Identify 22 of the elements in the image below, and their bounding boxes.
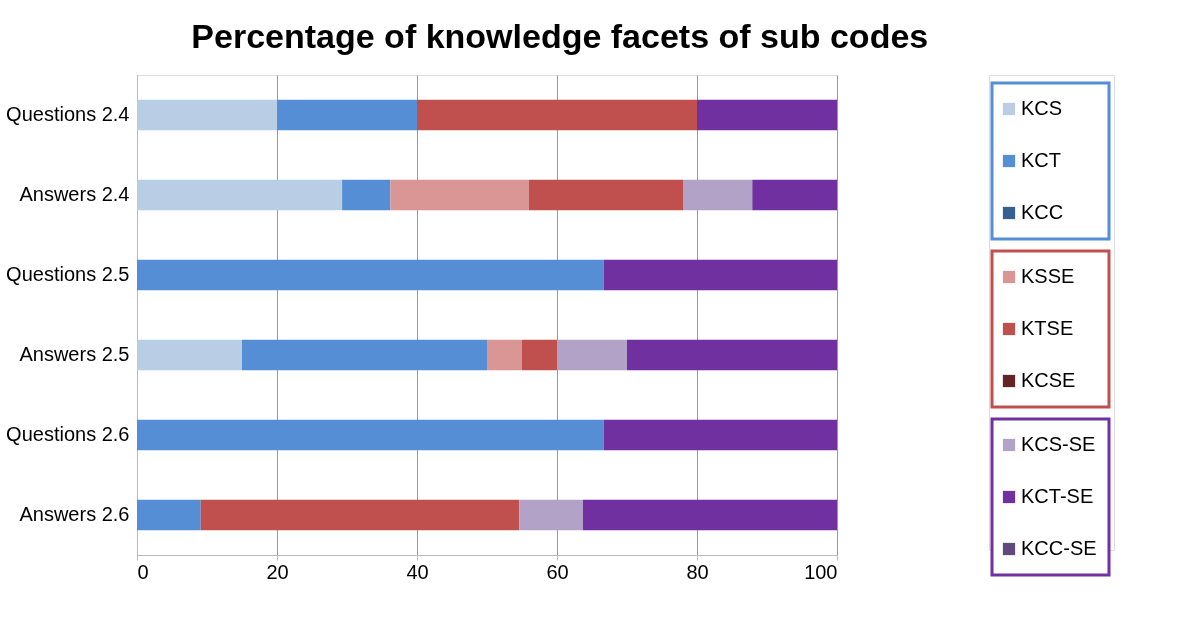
- legend-label: KCS: [1021, 97, 1063, 119]
- x-tick-label: 100: [804, 560, 838, 583]
- legend-label: KCS-SE: [1021, 433, 1096, 455]
- y-tick-label: Questions 2.6: [6, 423, 130, 445]
- y-tick-label: Questions 2.4: [6, 103, 130, 125]
- chart-title: Percentage of knowledge facets of sub codes: [191, 16, 929, 55]
- legend-label: KCT-SE: [1021, 485, 1094, 507]
- legend-label: KCC-SE: [1021, 537, 1097, 559]
- y-tick-label: Answers 2.6: [19, 503, 130, 525]
- legend-label: KCSE: [1021, 369, 1076, 391]
- legend-label: KSSE: [1021, 265, 1075, 287]
- x-tick-label: 80: [686, 560, 709, 583]
- y-tick-label: Answers 2.5: [19, 343, 130, 365]
- x-tick-label: 60: [546, 560, 569, 583]
- y-tick-label: Questions 2.5: [6, 263, 130, 285]
- legend-label: KCC: [1021, 201, 1064, 223]
- x-tick-label: 40: [406, 560, 429, 583]
- x-tick-label: 0: [137, 560, 149, 583]
- legend-label: KTSE: [1021, 317, 1074, 339]
- y-tick-label: Answers 2.4: [19, 183, 130, 205]
- x-tick-label: 20: [266, 560, 289, 583]
- legend-label: KCT: [1021, 149, 1061, 171]
